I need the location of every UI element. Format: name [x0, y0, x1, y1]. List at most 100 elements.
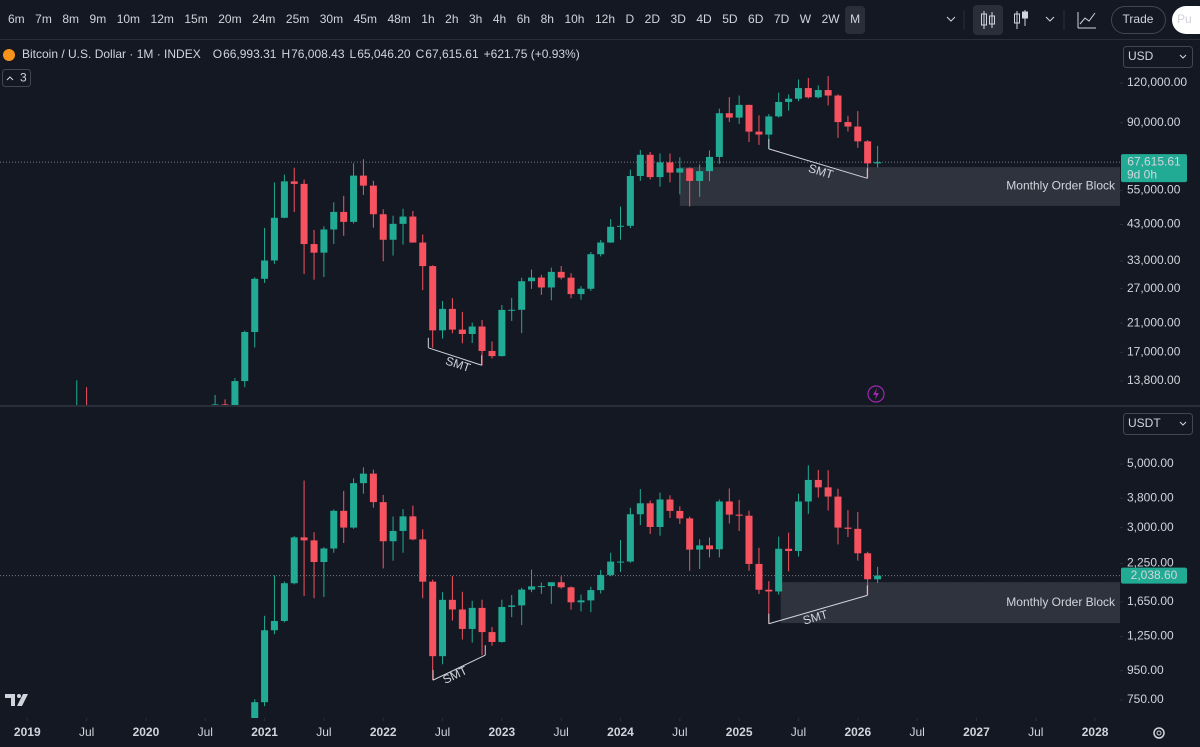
- smt-line: [768, 594, 868, 625]
- candle-body: [696, 545, 704, 550]
- candle-body: [270, 217, 278, 261]
- interval-button[interactable]: 10m: [117, 12, 140, 26]
- candle-body: [577, 288, 585, 295]
- x-tick-label: Jul: [1028, 725, 1043, 739]
- indicators-toggle[interactable]: [2, 69, 31, 87]
- candle-body: [824, 90, 832, 96]
- candle-body: [448, 599, 456, 610]
- candle-body: [607, 226, 615, 243]
- interval-button[interactable]: 2W: [822, 12, 841, 26]
- candle-body: [864, 141, 872, 164]
- y-tick-label: 43,000.00: [1127, 217, 1181, 231]
- candle-body: [597, 242, 605, 255]
- indicators-icon[interactable]: [1077, 12, 1096, 29]
- interval-button[interactable]: 20m: [218, 12, 241, 26]
- y-tick-label: 33,000.00: [1127, 253, 1181, 267]
- publish-button[interactable]: [1172, 6, 1200, 34]
- candle-body: [705, 545, 713, 550]
- y-tick-label: 21,000.00: [1127, 315, 1181, 329]
- x-tick-label: Jul: [435, 725, 450, 739]
- interval-button[interactable]: 48m: [387, 12, 410, 26]
- interval-button[interactable]: 5D: [722, 12, 738, 26]
- price-change: +621.75 (+0.93%): [484, 47, 580, 61]
- interval-button[interactable]: 8m: [62, 12, 79, 26]
- x-tick-label: Jul: [79, 725, 94, 739]
- settings-icon[interactable]: [1153, 727, 1165, 739]
- currency-selector[interactable]: [1123, 46, 1193, 68]
- candle-body: [785, 548, 793, 552]
- interval-button[interactable]: 6h: [517, 12, 530, 26]
- candle-body: [528, 586, 536, 590]
- interval-button[interactable]: M: [850, 12, 860, 26]
- ohlc-value: 67,615.61: [425, 47, 479, 61]
- interval-button[interactable]: 6m: [8, 12, 25, 26]
- interval-button[interactable]: 15m: [184, 12, 207, 26]
- candle-body: [607, 561, 615, 575]
- y-tick-label: 1,650.00: [1127, 594, 1174, 608]
- candle-body: [261, 630, 269, 703]
- x-tick-label: 2024: [607, 725, 634, 739]
- candle-body: [656, 162, 664, 178]
- pane: [0, 465, 1120, 718]
- candle-body: [359, 473, 367, 484]
- candle-body: [765, 589, 773, 592]
- interval-button[interactable]: 8h: [541, 12, 554, 26]
- interval-button[interactable]: 12m: [151, 12, 174, 26]
- x-tick-label: 2021: [251, 725, 278, 739]
- interval-button[interactable]: 3h: [469, 12, 482, 26]
- bar-style-icon[interactable]: [1014, 10, 1028, 29]
- logo: [5, 694, 28, 706]
- interval-button[interactable]: 2D: [645, 12, 661, 26]
- candle-body: [399, 516, 407, 531]
- interval-button[interactable]: 2h: [445, 12, 458, 26]
- candle-body: [854, 528, 862, 554]
- lightning-icon[interactable]: [867, 385, 885, 403]
- interval-button[interactable]: W: [800, 12, 812, 26]
- interval-button[interactable]: 7D: [774, 12, 790, 26]
- y-tick-label: 55,000.00: [1127, 183, 1181, 197]
- candle-body: [429, 266, 437, 331]
- interval-button[interactable]: 30m: [320, 12, 343, 26]
- candle-body: [369, 185, 377, 215]
- interval-dropdown[interactable]: [946, 16, 956, 22]
- last-price-box: [1121, 567, 1187, 584]
- interval-button[interactable]: 1h: [421, 12, 434, 26]
- candle-body: [389, 530, 397, 542]
- candle-body: [340, 211, 348, 222]
- interval-button[interactable]: 9m: [90, 12, 107, 26]
- candle-type-button[interactable]: [973, 5, 1003, 35]
- candle-body: [320, 229, 328, 253]
- candle-body: [794, 501, 802, 552]
- interval-button[interactable]: 6D: [748, 12, 764, 26]
- candle-body: [745, 104, 753, 132]
- candle-body: [350, 483, 358, 528]
- interval-button[interactable]: D: [626, 12, 635, 26]
- trade-button[interactable]: [1111, 6, 1166, 34]
- interval-button[interactable]: 24m: [252, 12, 275, 26]
- interval-button[interactable]: 10h: [564, 12, 584, 26]
- interval-button[interactable]: 4h: [493, 12, 506, 26]
- candle-body: [488, 350, 496, 357]
- interval-button[interactable]: 45m: [354, 12, 377, 26]
- candle-body: [755, 563, 763, 590]
- interval-button[interactable]: 25m: [286, 12, 309, 26]
- interval-button[interactable]: 3D: [671, 12, 687, 26]
- interval-button[interactable]: 12h: [595, 12, 615, 26]
- candle-body: [547, 582, 555, 587]
- candle-body: [221, 404, 229, 405]
- candle-body: [330, 211, 338, 230]
- candle-body: [587, 590, 595, 601]
- interval-button[interactable]: 4D: [696, 12, 712, 26]
- candle-body: [735, 104, 743, 118]
- style-dropdown[interactable]: [1045, 16, 1055, 22]
- ohlc-key: C: [416, 47, 425, 61]
- candle-icon: [981, 11, 995, 29]
- currency-selector[interactable]: [1123, 413, 1193, 435]
- candle-body: [310, 540, 318, 562]
- interval-button[interactable]: 7m: [35, 12, 52, 26]
- currency-label: USD: [1128, 49, 1154, 63]
- candle-body: [597, 574, 605, 591]
- candle-body: [498, 309, 506, 357]
- candle-body: [537, 586, 545, 588]
- candle-body: [646, 503, 654, 527]
